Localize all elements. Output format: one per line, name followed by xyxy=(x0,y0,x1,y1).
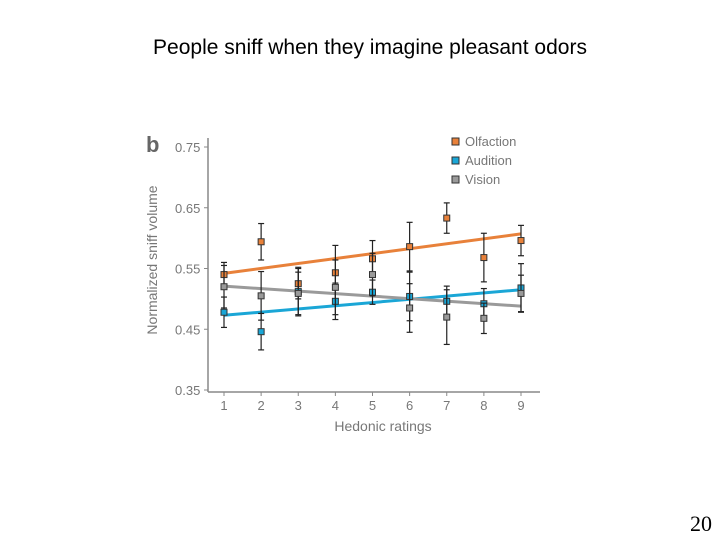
x-axis-title: Hedonic ratings xyxy=(334,418,431,434)
data-point-vision xyxy=(517,289,525,297)
data-point-vision xyxy=(294,289,302,297)
y-tick-label: 0.45 xyxy=(175,322,200,337)
x-tick-label: 1 xyxy=(220,398,227,413)
x-tick-label: 8 xyxy=(480,398,487,413)
panel-label: b xyxy=(146,132,159,157)
page-number: 20 xyxy=(690,511,712,536)
data-point-vision xyxy=(480,314,488,322)
y-tick-label: 0.65 xyxy=(175,201,200,216)
data-point-olfaction xyxy=(257,238,265,246)
x-tick-label: 3 xyxy=(295,398,302,413)
x-tick-label: 6 xyxy=(406,398,413,413)
data-point-vision xyxy=(443,313,451,321)
data-point-olfaction xyxy=(480,254,488,262)
data-point-vision xyxy=(220,283,228,291)
data-point-olfaction xyxy=(406,243,414,251)
data-point-vision xyxy=(406,304,414,312)
x-tick-label: 9 xyxy=(517,398,524,413)
x-tick-label: 7 xyxy=(443,398,450,413)
data-point-olfaction xyxy=(517,237,525,245)
data-point-audition xyxy=(257,328,265,336)
y-tick-label: 0.55 xyxy=(175,262,200,277)
data-point-vision xyxy=(257,292,265,300)
data-point-olfaction xyxy=(443,214,451,222)
legend-label-vision: Vision xyxy=(465,172,500,187)
x-tick-label: 4 xyxy=(332,398,339,413)
y-tick-label: 0.75 xyxy=(175,140,200,155)
data-point-vision xyxy=(369,271,376,279)
legend-label-audition: Audition xyxy=(465,153,512,168)
x-tick-label: 5 xyxy=(369,398,376,413)
x-tick-label: 2 xyxy=(258,398,265,413)
y-tick-label: 0.35 xyxy=(175,383,200,398)
legend-swatch-audition xyxy=(451,156,460,165)
legend-label-olfaction: Olfaction xyxy=(465,134,516,149)
y-axis-title: Normalized sniff volume xyxy=(144,185,160,334)
data-point-audition xyxy=(220,308,228,316)
slide-title: People sniff when they imagine pleasant … xyxy=(153,36,587,59)
legend-swatch-vision xyxy=(451,175,460,184)
data-point-vision xyxy=(331,283,339,291)
legend-swatch-olfaction xyxy=(451,137,460,146)
